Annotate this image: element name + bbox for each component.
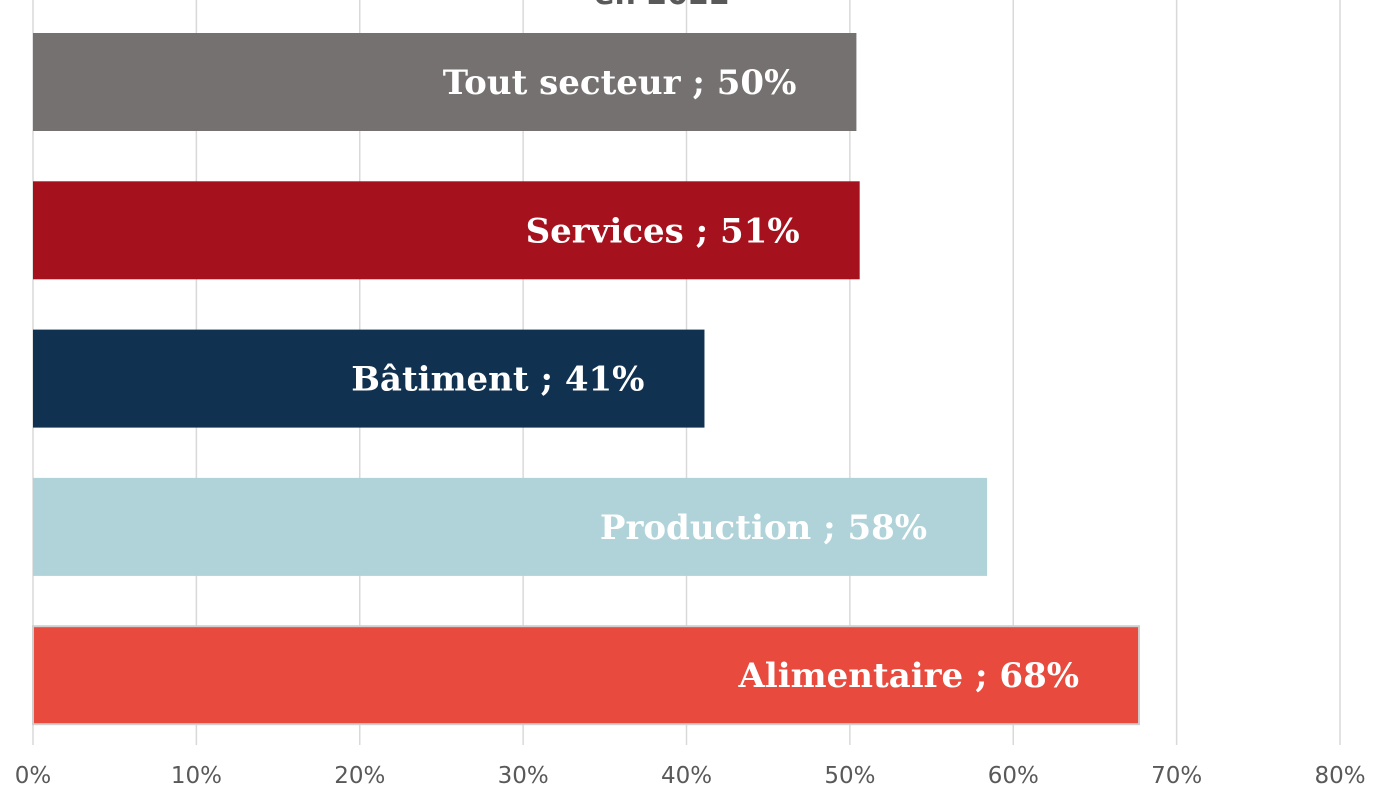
data-label: Alimentaire ; 68% (737, 656, 1079, 696)
x-tick-label: 70% (1151, 763, 1202, 789)
x-tick-label: 10% (171, 763, 222, 789)
x-tick-label: 40% (661, 763, 712, 789)
chart-title: en 2022 (594, 0, 730, 12)
data-label: Services ; 51% (526, 211, 800, 251)
x-tick-label: 50% (824, 763, 875, 789)
bar (33, 33, 857, 131)
bar (33, 329, 705, 428)
data-label: Tout secteur ; 50% (443, 63, 797, 103)
x-tick-label: 30% (498, 763, 549, 789)
bar (33, 181, 860, 280)
data-label: Bâtiment ; 41% (351, 360, 644, 400)
data-label: Production ; 58% (600, 508, 927, 548)
x-tick-label: 20% (334, 763, 385, 789)
bar (33, 477, 988, 576)
x-tick-label: 60% (988, 763, 1039, 789)
x-tick-label: 0% (15, 763, 52, 789)
x-tick-label: 80% (1314, 763, 1365, 789)
bar (32, 625, 1141, 726)
